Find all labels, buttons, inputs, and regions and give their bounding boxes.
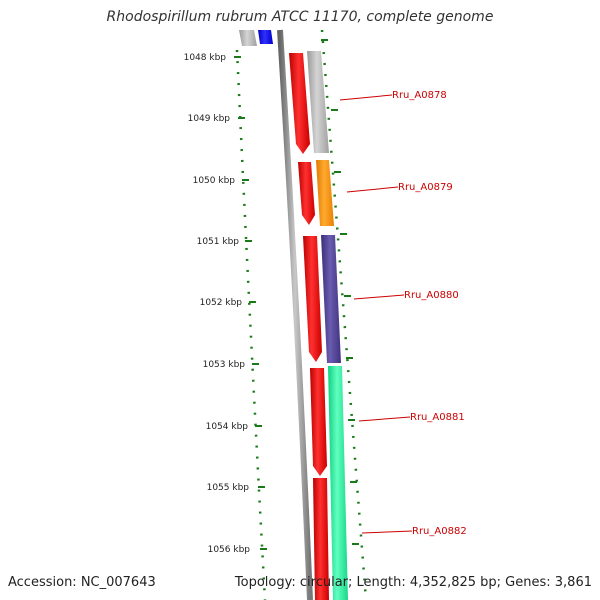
label-rru-a0878[interactable]: Rru_A0878 — [392, 90, 447, 101]
kbp-label-1054: 1054 kbp — [206, 422, 249, 432]
gene-rru-a0880[interactable] — [321, 235, 341, 363]
outer-dotted-ruler — [320, 29, 368, 600]
outer-tick-group — [321, 39, 359, 545]
label-rru-a0881[interactable]: Rru_A0881 — [410, 412, 465, 423]
gene-blue-partial[interactable] — [258, 30, 273, 44]
label-rru-a0882[interactable]: Rru_A0882 — [412, 526, 467, 537]
cds-segment[interactable] — [313, 478, 329, 600]
kbp-label-1050: 1050 kbp — [193, 176, 236, 186]
leader-line-rru-a0882 — [361, 530, 413, 534]
kbp-label-1056: 1056 kbp — [208, 545, 251, 555]
kbp-label-1049: 1049 kbp — [188, 114, 231, 124]
cds-arrow[interactable] — [289, 53, 310, 154]
kbp-label-1048: 1048 kbp — [184, 53, 227, 63]
leader-line-rru-a0878 — [339, 94, 393, 101]
kbp-label-1051: 1051 kbp — [197, 237, 240, 247]
leader-line-rru-a0879 — [346, 186, 399, 193]
kbp-tick-group: 1048 kbp 1049 kbp 1050 kbp 1051 kbp 1052… — [184, 53, 267, 555]
gene-rru-a0881[interactable] — [328, 366, 348, 600]
topology-text: Topology: circular; Length: 4,352,825 bp… — [234, 575, 592, 590]
accession-text: Accession: NC_007643 — [8, 575, 156, 590]
gene-gray-partial[interactable] — [239, 30, 257, 46]
kbp-label-1052: 1052 kbp — [200, 298, 243, 308]
map-title: Rhodospirillum rubrum ATCC 11170, comple… — [106, 9, 494, 25]
genome-backbone — [277, 29, 313, 600]
label-rru-a0879[interactable]: Rru_A0879 — [398, 182, 453, 193]
cds-arrow[interactable] — [310, 368, 327, 476]
gene-rru-a0878[interactable] — [307, 51, 329, 153]
leader-line-rru-a0881 — [358, 416, 411, 422]
cds-strand — [289, 53, 329, 600]
cds-arrow[interactable] — [298, 162, 315, 225]
leader-line-rru-a0880 — [353, 294, 405, 300]
cds-arrow[interactable] — [303, 236, 322, 362]
kbp-label-1053: 1053 kbp — [203, 360, 246, 370]
gene-rru-a0879[interactable] — [316, 160, 334, 226]
label-rru-a0880[interactable]: Rru_A0880 — [404, 290, 459, 301]
kbp-label-1055: 1055 kbp — [207, 483, 250, 493]
inner-dotted-ruler — [235, 49, 267, 600]
